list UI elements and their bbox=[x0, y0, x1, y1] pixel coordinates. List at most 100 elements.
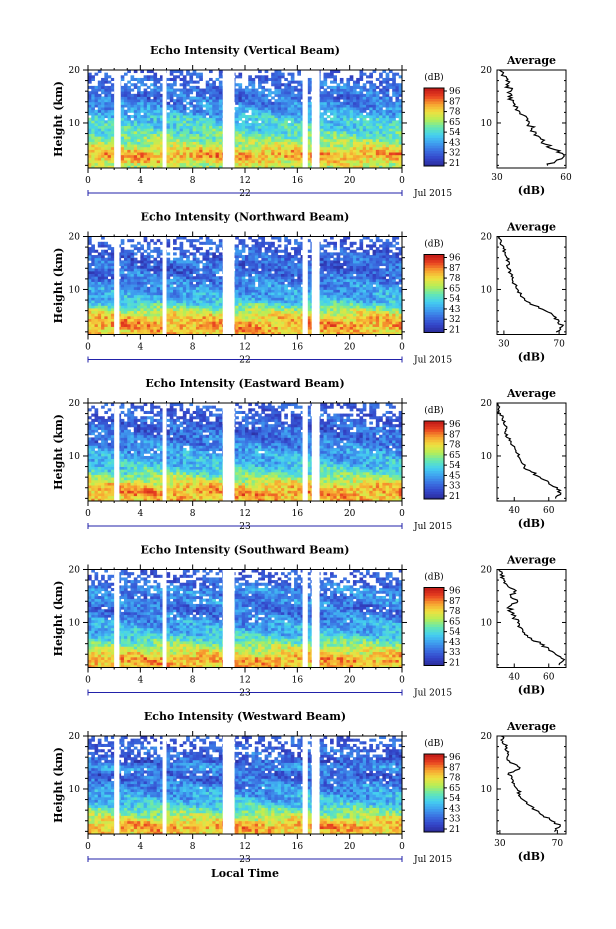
heatmap-cell bbox=[320, 147, 324, 150]
heatmap-cell bbox=[183, 118, 187, 121]
heatmap-cell bbox=[255, 329, 259, 332]
average-profile-point bbox=[508, 83, 509, 84]
heatmap-cell bbox=[284, 142, 288, 145]
heatmap-cell bbox=[382, 295, 386, 298]
heatmap-cell bbox=[88, 94, 92, 97]
heatmap-cell bbox=[167, 142, 171, 145]
heatmap-cell bbox=[124, 300, 128, 303]
heatmap-cell bbox=[180, 83, 184, 86]
heatmap-cell bbox=[144, 120, 148, 123]
heatmap-cell bbox=[369, 308, 373, 311]
heatmap-cell bbox=[242, 160, 246, 163]
heatmap-cell bbox=[91, 99, 95, 102]
heatmap-cell bbox=[127, 305, 131, 308]
heatmap-cell bbox=[127, 128, 131, 131]
heatmap-cell bbox=[366, 163, 370, 166]
heatmap-cell bbox=[199, 303, 203, 306]
heatmap-cell bbox=[209, 139, 213, 142]
heatmap-cell bbox=[238, 308, 242, 311]
heatmap-cell bbox=[98, 86, 102, 89]
heatmap-cell bbox=[121, 128, 125, 131]
heatmap-cells bbox=[88, 237, 402, 335]
heatmap-cell bbox=[386, 136, 390, 139]
heatmap-cell bbox=[363, 300, 367, 303]
heatmap-cell bbox=[212, 316, 216, 319]
heatmap-cell bbox=[350, 104, 354, 107]
heatmap-cell bbox=[346, 86, 350, 89]
heatmap-cell bbox=[219, 128, 223, 131]
heatmap-cell bbox=[274, 155, 278, 158]
heatmap-cell bbox=[255, 319, 259, 322]
heatmap-cell bbox=[346, 94, 350, 97]
heatmap-cell bbox=[134, 152, 138, 155]
heatmap-cell bbox=[333, 78, 337, 81]
average-profile-point bbox=[512, 95, 513, 96]
heatmap-cell bbox=[108, 128, 112, 131]
heatmap-cell bbox=[350, 311, 354, 314]
heatmap-cell bbox=[271, 329, 275, 332]
heatmap-cell bbox=[327, 128, 331, 131]
heatmap-cell bbox=[353, 128, 357, 131]
heatmap-cell bbox=[373, 324, 377, 327]
heatmap-cell bbox=[333, 303, 337, 306]
average-profile-point bbox=[545, 144, 546, 145]
heatmap-cell bbox=[199, 319, 203, 322]
heatmap-cell bbox=[373, 91, 377, 94]
heatmap-cell bbox=[212, 115, 216, 118]
heatmap-cell bbox=[271, 120, 275, 123]
heatmap-cell bbox=[258, 295, 262, 298]
heatmap-cell bbox=[343, 305, 347, 308]
heatmap-cell bbox=[392, 308, 396, 311]
heatmap-cell bbox=[131, 305, 135, 308]
heatmap-cell bbox=[350, 308, 354, 311]
heatmap-cell bbox=[359, 94, 363, 97]
heatmap-cell bbox=[235, 163, 239, 166]
heatmap-cell bbox=[212, 118, 216, 121]
heatmap-cell bbox=[127, 155, 131, 158]
heatmap-cell bbox=[219, 142, 223, 145]
heatmap-cell bbox=[91, 139, 95, 142]
heatmap-cell bbox=[369, 83, 373, 86]
heatmap-cell bbox=[167, 327, 171, 330]
heatmap-cell bbox=[353, 152, 357, 155]
heatmap-cell bbox=[140, 78, 144, 81]
heatmap-cell bbox=[261, 160, 265, 163]
heatmap-cell bbox=[245, 163, 249, 166]
heatmap-cell bbox=[281, 89, 285, 92]
heatmap-cell bbox=[173, 142, 177, 145]
heatmap-cell bbox=[153, 321, 157, 324]
heatmap-cell bbox=[206, 128, 210, 131]
heatmap-cell bbox=[248, 319, 252, 322]
heatmap-cell bbox=[245, 316, 249, 319]
heatmap-cell bbox=[373, 107, 377, 110]
average-profile-point bbox=[512, 97, 513, 98]
heatmap-cell bbox=[108, 89, 112, 92]
heatmap-cell bbox=[131, 102, 135, 105]
heatmap-cell bbox=[297, 136, 301, 139]
heatmap-cell bbox=[108, 126, 112, 129]
heatmap-cell bbox=[369, 327, 373, 330]
heatmap-cell bbox=[98, 321, 102, 324]
heatmap-cell bbox=[212, 131, 216, 134]
heatmap-cell bbox=[373, 102, 377, 105]
heatmap-cell bbox=[346, 128, 350, 131]
heatmap-cell bbox=[91, 308, 95, 311]
heatmap-cell bbox=[386, 149, 390, 152]
heatmap-cell bbox=[386, 139, 390, 142]
heatmap-cell bbox=[173, 123, 177, 126]
heatmap-cell bbox=[91, 104, 95, 107]
heatmap-cell bbox=[189, 292, 193, 295]
heatmap-cell bbox=[366, 102, 370, 105]
heatmap-cell bbox=[359, 118, 363, 121]
heatmap-cell bbox=[320, 295, 324, 298]
heatmap-cell bbox=[373, 89, 377, 92]
heatmap-cell bbox=[340, 128, 344, 131]
heatmap-cell bbox=[124, 89, 128, 92]
heatmap-cell bbox=[199, 289, 203, 292]
heatmap-cell bbox=[297, 144, 301, 147]
heatmap-cell bbox=[389, 112, 393, 115]
heatmap-cell bbox=[340, 321, 344, 324]
heatmap-cell bbox=[346, 292, 350, 295]
heatmap-cell bbox=[327, 144, 331, 147]
heatmap-cell bbox=[284, 289, 288, 292]
